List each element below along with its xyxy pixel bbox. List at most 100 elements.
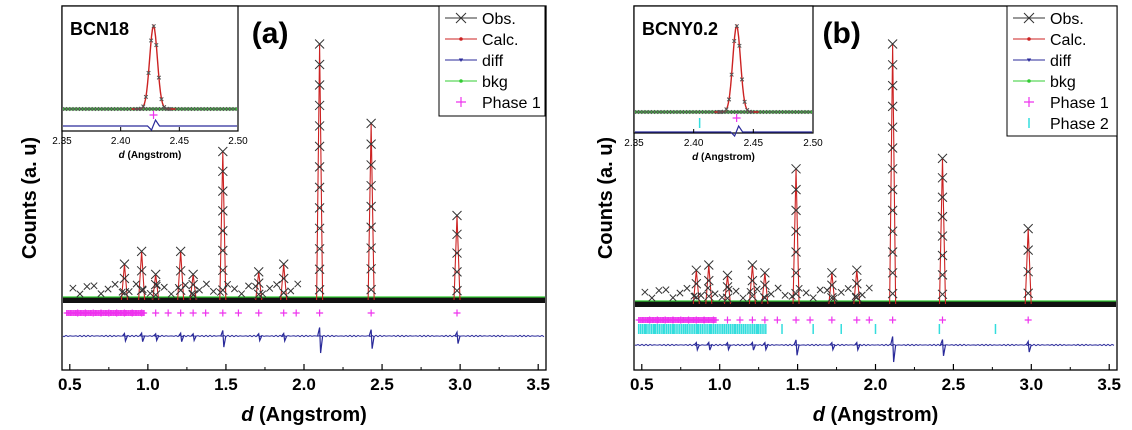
inset-obs-marker: [107, 106, 112, 112]
obs-marker: [195, 286, 203, 294]
legend-marker: [456, 97, 466, 107]
obs-marker: [452, 266, 462, 277]
phase1-tick: [748, 316, 756, 324]
obs-marker: [366, 160, 376, 170]
obs-marker: [150, 269, 161, 280]
phase1-tick: [692, 316, 700, 324]
inset-obs-marker: [698, 109, 704, 115]
inset-obs-marker: [88, 106, 93, 112]
obs-marker: [887, 226, 898, 237]
phase1-tick: [792, 316, 800, 324]
phase1-tick: [74, 309, 82, 317]
obs-marker: [791, 247, 801, 257]
phase1-tick: [292, 309, 300, 317]
obs-marker: [314, 182, 325, 193]
diff-spike: [153, 332, 160, 343]
inset-obs-marker: [152, 106, 157, 112]
phase1-tick: [81, 309, 89, 317]
obs-marker: [858, 291, 866, 299]
inset-obs-marker: [791, 109, 796, 115]
obs-marker: [887, 143, 898, 153]
x-axis-label-symbol: d: [813, 404, 826, 426]
inset-obs-marker: [210, 106, 215, 112]
inset-x-tick-label: 2.50: [803, 138, 823, 149]
obs-marker: [691, 278, 702, 289]
obs-marker: [703, 260, 714, 270]
diff-spike: [854, 341, 861, 353]
obs-marker: [746, 287, 754, 295]
inset-x-tick-label: 2.40: [111, 136, 131, 147]
obs-marker: [217, 166, 228, 177]
phase1-tick: [120, 309, 128, 317]
obs-marker: [648, 294, 656, 302]
phase1-tick: [723, 316, 731, 324]
inset-obs-marker: [117, 106, 122, 112]
obs-marker: [691, 265, 702, 276]
obs-marker: [937, 211, 948, 222]
obs-marker: [217, 186, 228, 196]
obs-marker: [366, 263, 376, 274]
inset-obs-marker: [782, 109, 787, 115]
legend-marker: [455, 12, 467, 24]
obs-marker: [802, 289, 810, 297]
phase1-tick: [938, 316, 946, 324]
inset-obs-marker: [657, 109, 662, 115]
obs-marker: [747, 291, 758, 302]
obs-marker: [823, 286, 831, 294]
obs-marker: [314, 243, 325, 254]
legend-label: diff: [1050, 53, 1072, 70]
obs-marker: [452, 229, 462, 240]
inset-obs-marker: [197, 106, 202, 112]
diff-spike: [749, 340, 756, 351]
obs-marker: [146, 289, 154, 297]
obs-marker: [259, 290, 267, 298]
phase1-tick: [97, 309, 105, 317]
diff-spike: [281, 332, 288, 344]
obs-marker: [217, 245, 228, 256]
inset-obs-marker: [184, 106, 189, 112]
obs-marker: [150, 279, 161, 290]
obs-marker: [827, 267, 837, 278]
inset-obs-marker: [766, 109, 771, 115]
obs-marker: [937, 250, 948, 261]
obs-marker: [887, 101, 898, 112]
obs-marker: [662, 286, 670, 294]
inset-obs-marker: [650, 109, 656, 115]
obs-marker: [851, 292, 862, 303]
legend-marker: [1024, 97, 1034, 107]
diff-spike: [725, 341, 732, 352]
inset-obs-marker: [78, 106, 84, 112]
inset-obs-marker: [161, 104, 167, 110]
calc-peak: [453, 215, 461, 301]
obs-marker: [314, 264, 325, 275]
obs-marker: [795, 284, 803, 292]
obs-marker: [125, 288, 133, 296]
diff-spike: [706, 340, 713, 351]
obs-marker: [887, 39, 898, 49]
phase1-tick: [700, 316, 708, 324]
diff-spike: [178, 331, 185, 342]
obs-marker: [683, 284, 691, 292]
phase1-tick: [89, 309, 97, 317]
inset-obs-marker: [69, 106, 74, 112]
phase1-tick: [1024, 316, 1032, 324]
obs-marker: [132, 280, 140, 288]
diff-spike: [317, 327, 324, 354]
obs-marker: [314, 162, 325, 172]
diff-spike: [762, 341, 769, 352]
legend-marker: [459, 37, 463, 41]
obs-marker: [851, 293, 859, 301]
legend-label: Calc.: [1050, 32, 1086, 49]
obs-marker: [118, 288, 126, 296]
obs-marker: [366, 284, 376, 295]
phase1-tick: [761, 316, 769, 324]
inset-obs-marker: [167, 106, 172, 112]
obs-marker: [452, 248, 462, 258]
obs-marker: [937, 231, 948, 241]
inset-x-axis-label: d (Angstrom): [692, 152, 755, 163]
obs-marker: [280, 289, 288, 297]
legend-label: Phase 1: [1050, 95, 1109, 112]
obs-marker: [314, 100, 325, 111]
inset-obs-marker: [804, 109, 809, 115]
obs-marker: [111, 280, 119, 288]
